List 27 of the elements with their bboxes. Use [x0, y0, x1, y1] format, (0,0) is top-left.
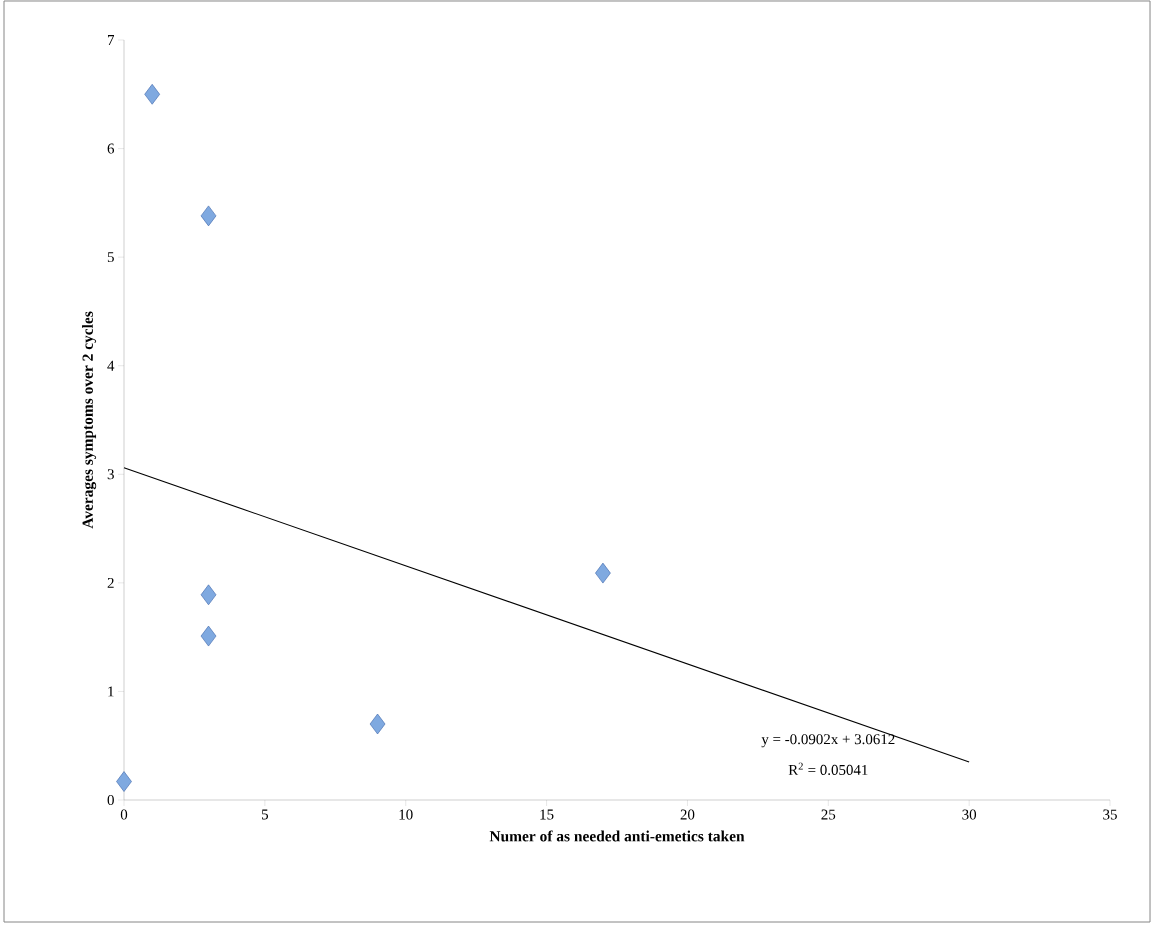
y-tick-label: 5 [107, 252, 114, 263]
y-tick-label: 0 [107, 794, 114, 806]
y-tick-label: 6 [107, 143, 115, 154]
x-tick-label: 30 [962, 809, 977, 820]
x-tick-label: 0 [120, 809, 128, 820]
x-axis-title: Numer of as needed anti-emetics taken [489, 830, 745, 842]
y-tick-label: 2 [107, 577, 114, 588]
y-axis-title: Averages symptoms over 2 cycles [82, 311, 97, 529]
point [116, 771, 132, 792]
x-tick-label: 5 [262, 809, 269, 820]
y-tick-label: 1 [108, 686, 114, 697]
point [595, 562, 611, 584]
y-tick-label: 7 [107, 35, 115, 45]
x-tick-label: 20 [680, 809, 695, 820]
y-tick-label: 4 [107, 360, 115, 371]
y-tick-label: 3 [107, 469, 114, 480]
point [200, 205, 217, 227]
point [144, 83, 160, 105]
point [200, 584, 217, 606]
x-tick-label: 35 [1103, 809, 1117, 820]
point [200, 625, 217, 647]
x-tick-label: 25 [821, 809, 836, 820]
point [369, 713, 386, 735]
x-tick-label: 10 [399, 809, 413, 820]
annotation: y = -0.0902x + 3.0612 [761, 734, 895, 748]
annotation: R$^{2}$ = 0.05041 [788, 762, 868, 776]
x-tick-label: 15 [540, 809, 554, 820]
